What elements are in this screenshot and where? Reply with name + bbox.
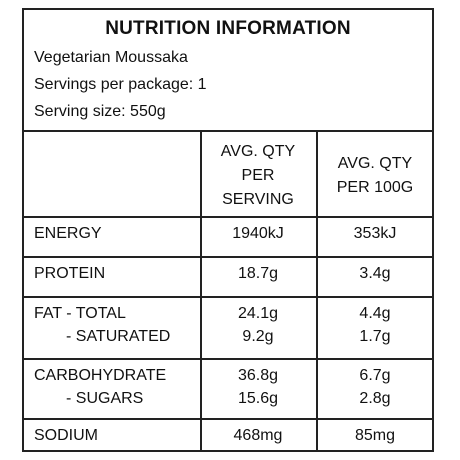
divider-carbohydrate (24, 418, 432, 420)
fat-total-label: FAT - TOTAL (34, 305, 126, 322)
sodium-per-serving: 468mg (233, 427, 283, 444)
divider-fat (24, 358, 432, 360)
carbohydrate-per-100g: 6.7g (359, 367, 391, 384)
divider-header (24, 216, 432, 218)
divider-info (24, 130, 432, 132)
protein-per-100g: 3.4g (359, 265, 391, 282)
fat-saturated-per-100g: 1.7g (359, 328, 391, 345)
fat-total-per-100g: 4.4g (359, 305, 391, 322)
product-name: Vegetarian Moussaka (34, 49, 188, 66)
panel-title: NUTRITION INFORMATION (105, 18, 351, 39)
fat-saturated-label: - SATURATED (66, 328, 171, 345)
sugars-label: - SUGARS (66, 390, 144, 407)
fat-saturated-per-serving: 9.2g (242, 328, 274, 345)
serving-size: Serving size: 550g (34, 103, 166, 120)
carbohydrate-per-serving: 36.8g (237, 367, 279, 384)
divider-energy (24, 256, 432, 258)
nutrition-panel: NUTRITION INFORMATION Vegetarian Moussak… (22, 8, 434, 452)
servings-per-package: Servings per package: 1 (34, 76, 207, 93)
fat-total-per-serving: 24.1g (237, 305, 279, 322)
header-per-serving-line2: PER (241, 167, 275, 184)
header-per-serving: AVG. QTY PER SERVING (200, 140, 316, 212)
divider-protein (24, 296, 432, 298)
header-per-100g: AVG. QTY PER 100G (316, 152, 434, 200)
sugars-per-100g: 2.8g (359, 390, 391, 407)
protein-per-serving: 18.7g (237, 265, 279, 282)
sodium-per-100g: 85mg (354, 427, 396, 444)
sugars-per-serving: 15.6g (237, 390, 279, 407)
energy-per-serving: 1940kJ (232, 225, 284, 242)
carbohydrate-label: CARBOHYDRATE (34, 367, 167, 384)
header-per-100g-line1: AVG. QTY (337, 155, 413, 172)
energy-label: ENERGY (34, 225, 102, 242)
header-per-serving-line1: AVG. QTY (220, 143, 296, 160)
protein-label: PROTEIN (34, 265, 106, 282)
sodium-label: SODIUM (34, 427, 98, 444)
column-divider-1 (200, 130, 202, 452)
column-divider-2 (316, 130, 318, 452)
header-per-100g-line2: PER 100G (336, 179, 414, 196)
energy-per-100g: 353kJ (353, 225, 397, 242)
header-per-serving-line3: SERVING (222, 191, 294, 208)
